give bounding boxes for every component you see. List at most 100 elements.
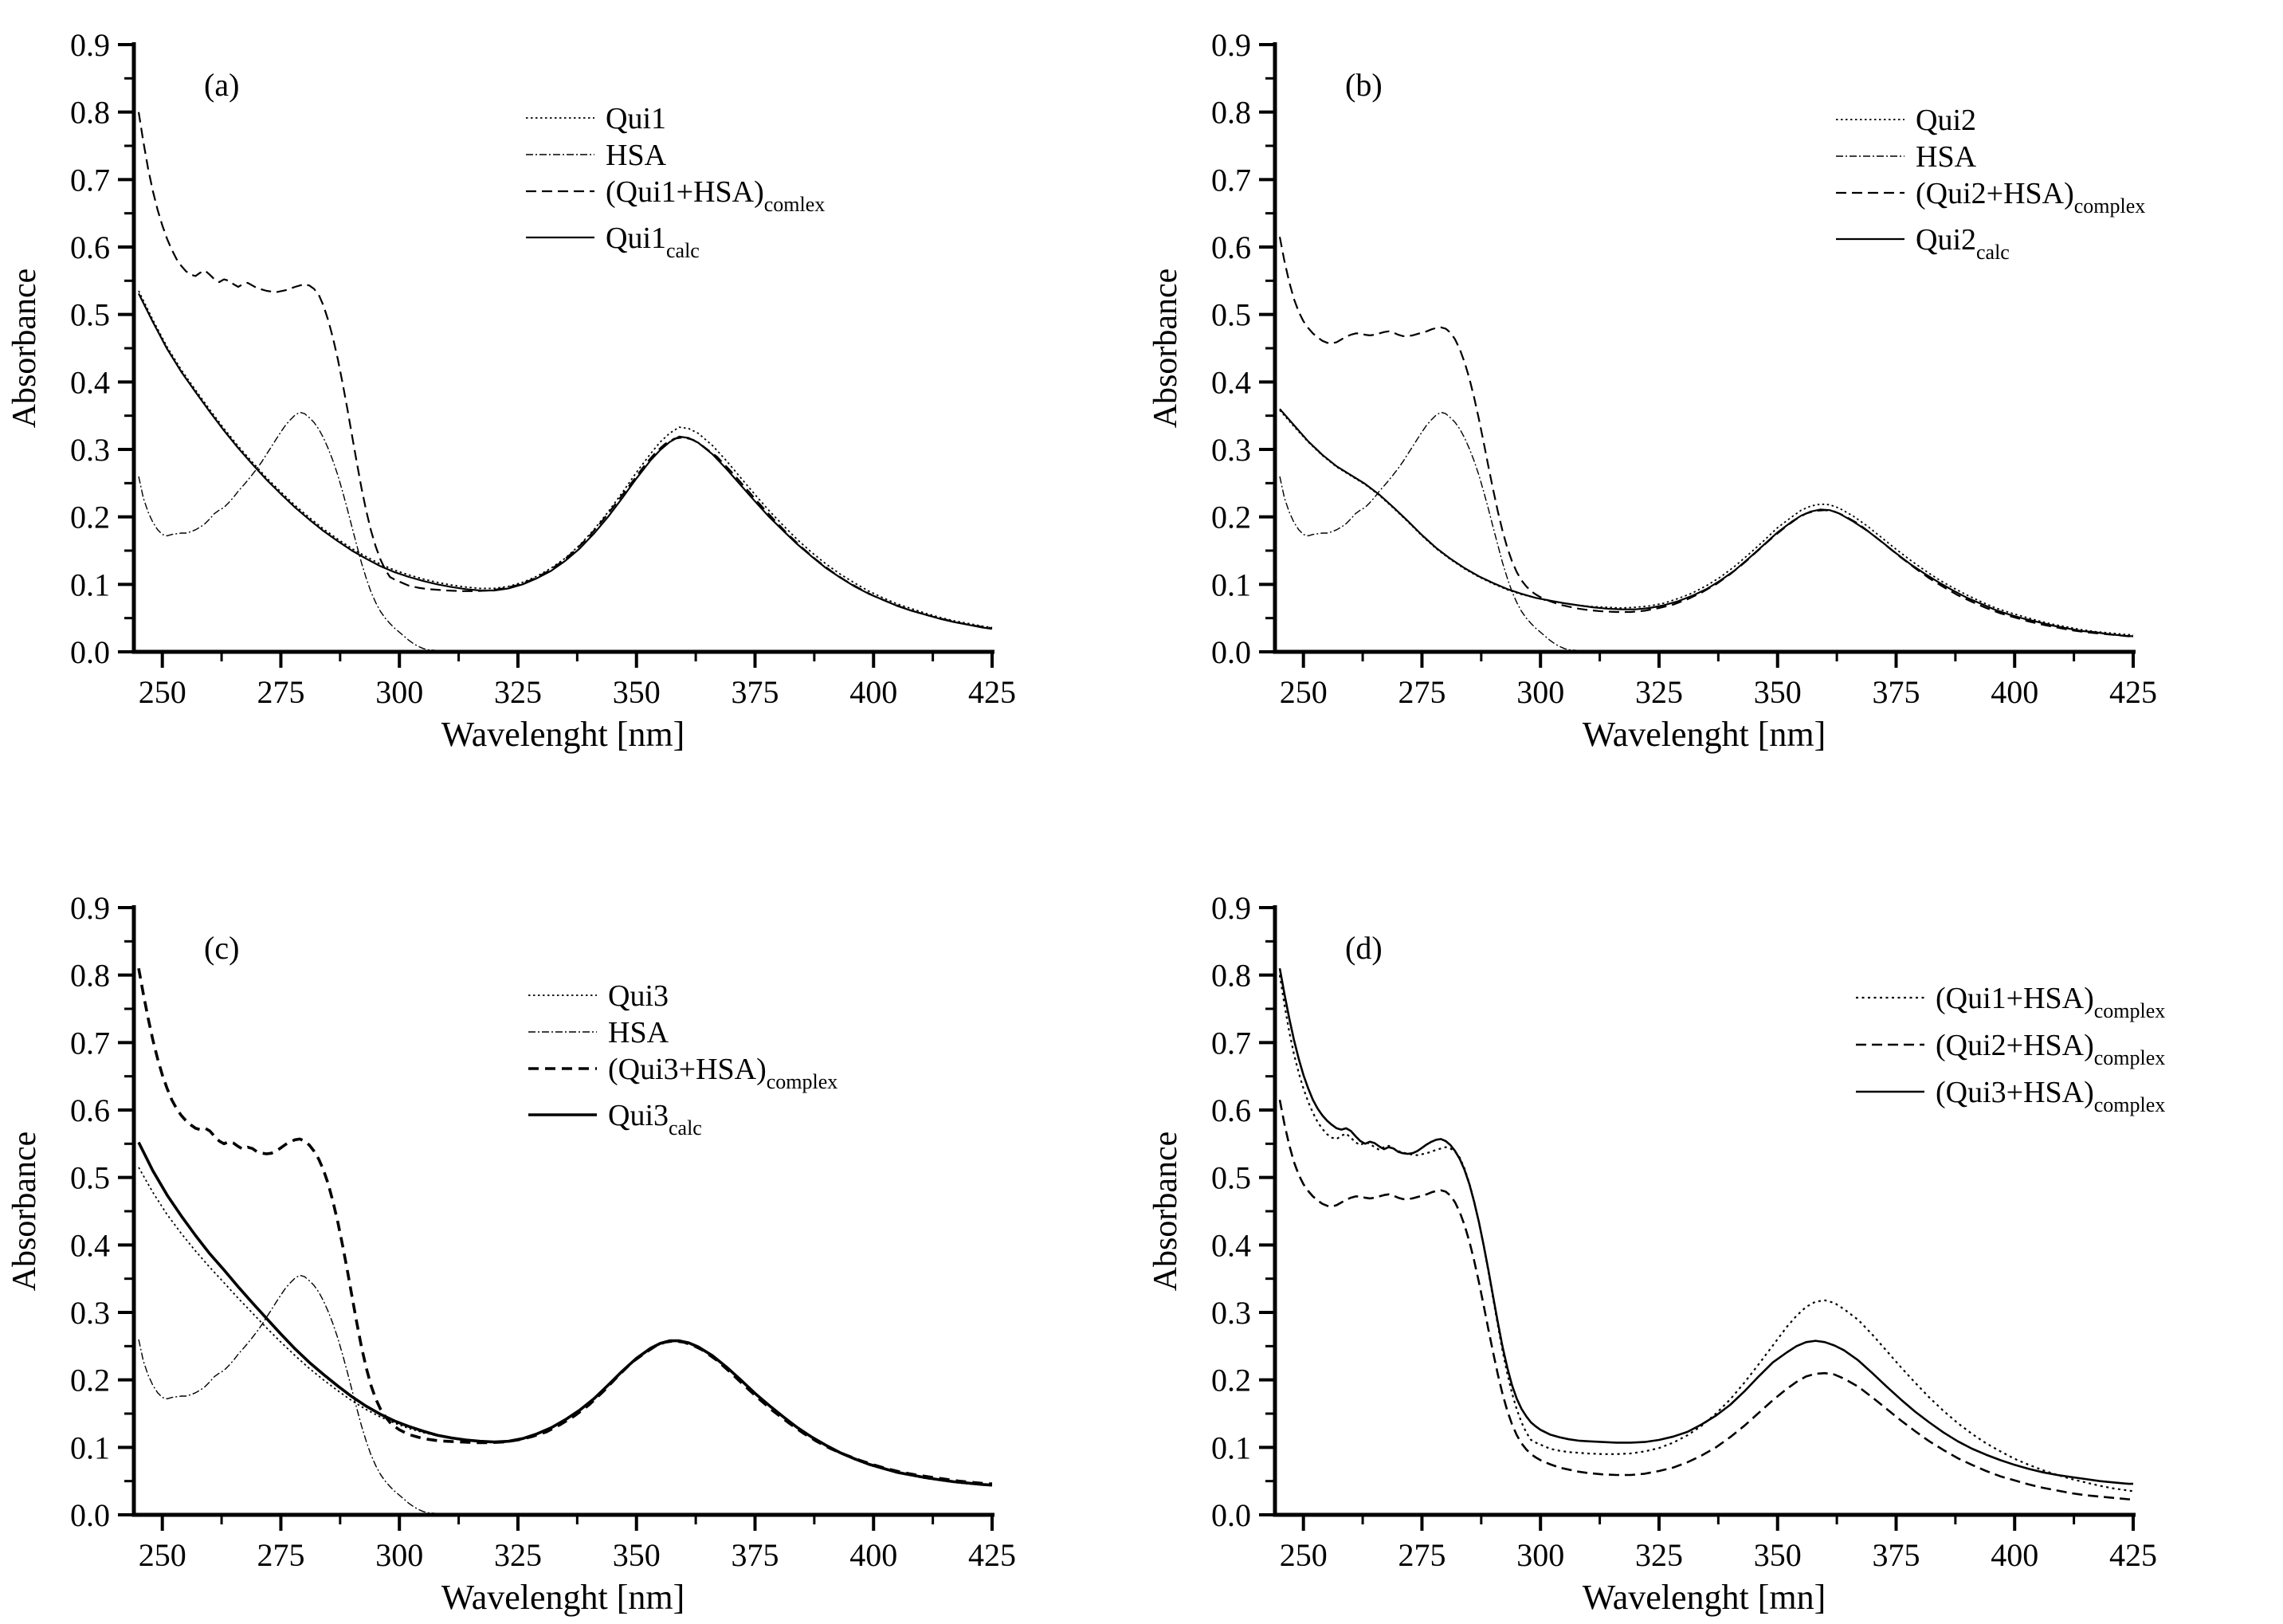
series-line-qui2calc (1279, 408, 2134, 637)
series-line-qui1 (138, 290, 993, 629)
legend-entry: HSA (526, 139, 667, 172)
x-axis-title: Wavelenght [nm] (1583, 715, 1826, 754)
legend-label: (Qui2+HSA)complex (1916, 177, 2145, 218)
panel-letter: (a) (204, 67, 239, 103)
series-line-qui1hsa (137, 112, 993, 630)
series-line-qui3hsa (1278, 967, 2133, 1485)
x-tick-label: 325 (1635, 674, 1683, 710)
x-tick-label: 425 (968, 1537, 1016, 1573)
x-tick-label: 375 (731, 674, 779, 710)
chart-panel-a: 0.0 0.1 0.2 0.3 0.4 0.5 0.6 0.7 0.8 0.9 250 275 300 3… (6, 27, 1016, 754)
y-tick-label: 0.6 (70, 1092, 110, 1128)
series-line-qui3hsa (137, 967, 992, 1485)
y-tick-label: 0.2 (1211, 500, 1251, 535)
x-tick-label: 350 (613, 674, 661, 710)
series-line-hsa (1279, 411, 2133, 652)
y-tick-label: 0.4 (70, 1227, 110, 1263)
legend-entry: Qui2 (1836, 104, 1976, 137)
x-tick-label: 325 (494, 1537, 542, 1573)
legend-entry: (Qui2+HSA)complex (1836, 177, 2145, 218)
y-tick-label: 0.3 (1211, 1295, 1251, 1331)
legend-entry: HSA (528, 1016, 669, 1049)
x-tick-label: 250 (1280, 674, 1328, 710)
series-line-qui3 (138, 1167, 993, 1487)
y-tick-label: 0.1 (1211, 1430, 1251, 1465)
y-tick-label: 0.0 (1211, 1497, 1251, 1533)
y-tick-label: 0.6 (1211, 1092, 1251, 1128)
legend-label: (Qui2+HSA)complex (1936, 1029, 2165, 1069)
y-tick-label: 0.7 (1211, 162, 1251, 198)
y-tick-label: 0.9 (1211, 27, 1251, 63)
legend-label: Qui2 (1916, 104, 1976, 137)
x-tick-label: 350 (1754, 1537, 1802, 1573)
legend-label: (Qui3+HSA)complex (1936, 1076, 2165, 1116)
x-tick-label: 375 (731, 1537, 779, 1573)
x-tick-label: 425 (968, 674, 1016, 710)
y-tick-label: 0.9 (1211, 890, 1251, 926)
y-tick-label: 0.3 (70, 432, 110, 468)
y-tick-label: 0.2 (1211, 1363, 1251, 1398)
y-tick-label: 0.3 (70, 1295, 110, 1331)
y-tick-label: 0.4 (1211, 364, 1251, 400)
y-tick-label: 0.1 (70, 1430, 110, 1465)
legend-entry: (Qui1+HSA)comlex (526, 175, 825, 216)
x-tick-label: 275 (1398, 1537, 1446, 1573)
legend-label: Qui1 (606, 102, 666, 135)
legend-entry: HSA (1836, 140, 1977, 174)
series-line-qui1calc (138, 292, 993, 630)
x-axis-title: Wavelenght [nm] (441, 1578, 685, 1617)
y-tick-label: 0.0 (70, 634, 110, 670)
panel-letter: (d) (1345, 930, 1383, 966)
panel-c-cell: 0.0 0.1 0.2 0.3 0.4 0.5 0.6 0.7 0.8 0.9 250 275 300 3… (0, 812, 1141, 1624)
y-tick-label: 0.8 (70, 95, 110, 131)
y-tick-label: 0.0 (1211, 634, 1251, 670)
x-tick-label: 300 (375, 1537, 423, 1573)
legend-label: Qui3calc (608, 1099, 702, 1140)
y-axis-title: Absorbance (6, 269, 43, 429)
chart-panel-d: 0.0 0.1 0.2 0.3 0.4 0.5 0.6 0.7 0.8 0.9 250 275 300 3… (1147, 890, 2165, 1617)
x-tick-label: 350 (1754, 674, 1802, 710)
series-line-hsa (138, 1274, 992, 1515)
x-tick-label: 375 (1872, 674, 1920, 710)
y-axis-title: Absorbance (6, 1132, 43, 1292)
series-line-qui2hsa (1278, 237, 2133, 637)
series-line-hsa (138, 411, 992, 652)
y-tick-label: 0.8 (70, 958, 110, 994)
legend-entry: Qui1 (526, 102, 666, 135)
y-tick-label: 0.8 (1211, 958, 1251, 994)
x-tick-label: 250 (139, 1537, 186, 1573)
panel-letter: (c) (204, 930, 239, 966)
y-tick-label: 0.9 (70, 27, 110, 63)
y-tick-label: 0.7 (70, 162, 110, 198)
y-tick-label: 0.9 (70, 890, 110, 926)
series-line-qui2 (1279, 410, 2134, 636)
x-tick-label: 275 (257, 674, 304, 710)
legend-label: (Qui1+HSA)comlex (606, 175, 825, 216)
legend-label: Qui3 (608, 979, 669, 1013)
x-axis-title: Wavelenght [mn] (1583, 1578, 1826, 1617)
panel-letter: (b) (1345, 67, 1383, 103)
x-tick-label: 375 (1872, 1537, 1920, 1573)
x-axis-title: Wavelenght [nm] (441, 715, 685, 754)
x-tick-label: 300 (1516, 674, 1564, 710)
legend-entry: (Qui2+HSA)complex (1856, 1029, 2165, 1069)
y-tick-label: 0.4 (70, 364, 110, 400)
y-axis-title: Absorbance (1147, 1132, 1184, 1292)
panel-a-cell: 0.0 0.1 0.2 0.3 0.4 0.5 0.6 0.7 0.8 0.9 250 275 300 3… (0, 0, 1141, 812)
panel-b-cell: 0.0 0.1 0.2 0.3 0.4 0.5 0.6 0.7 0.8 0.9 250 275 300 3… (1141, 0, 2282, 812)
legend-entry: Qui3 (528, 979, 669, 1013)
y-tick-label: 0.8 (1211, 95, 1251, 131)
y-tick-label: 0.7 (70, 1025, 110, 1061)
series-line-qui2hsa (1278, 1100, 2133, 1500)
x-tick-label: 350 (613, 1537, 661, 1573)
y-tick-label: 0.5 (70, 1160, 110, 1196)
y-tick-label: 0.7 (1211, 1025, 1251, 1061)
y-tick-label: 0.5 (1211, 297, 1251, 333)
series-line-qui1hsa (1278, 975, 2134, 1493)
legend-label: Qui2calc (1916, 223, 2010, 264)
series-line-qui3calc (137, 1141, 993, 1487)
x-tick-label: 400 (1991, 674, 2038, 710)
y-tick-label: 0.0 (70, 1497, 110, 1533)
y-tick-label: 0.2 (70, 500, 110, 535)
x-tick-label: 400 (1991, 1537, 2038, 1573)
